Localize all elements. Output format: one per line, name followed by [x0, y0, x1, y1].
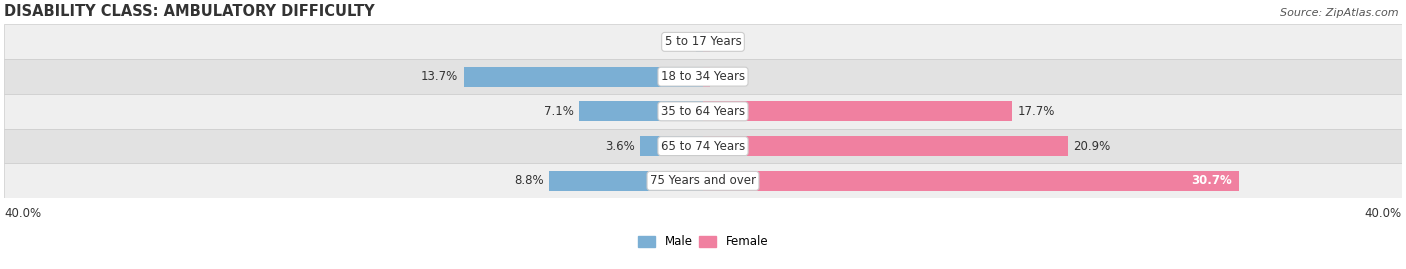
Bar: [703, 136, 1069, 156]
Bar: [703, 32, 710, 52]
Text: 40.0%: 40.0%: [4, 207, 41, 220]
Text: 7.1%: 7.1%: [544, 105, 574, 118]
Bar: [696, 32, 703, 52]
Text: 20.9%: 20.9%: [1073, 140, 1111, 153]
Text: 8.8%: 8.8%: [515, 174, 544, 187]
Bar: [579, 101, 703, 121]
Bar: [550, 171, 703, 191]
Bar: [4, 164, 1402, 198]
Text: 30.7%: 30.7%: [1192, 174, 1233, 187]
Text: 17.7%: 17.7%: [1018, 105, 1054, 118]
Text: 65 to 74 Years: 65 to 74 Years: [661, 140, 745, 153]
Bar: [4, 24, 1402, 59]
Text: 0.0%: 0.0%: [716, 36, 745, 48]
Text: 18 to 34 Years: 18 to 34 Years: [661, 70, 745, 83]
Bar: [640, 136, 703, 156]
Text: 3.6%: 3.6%: [605, 140, 636, 153]
Text: 5 to 17 Years: 5 to 17 Years: [665, 36, 741, 48]
Bar: [703, 66, 710, 87]
Bar: [4, 129, 1402, 164]
Text: 40.0%: 40.0%: [1365, 207, 1402, 220]
Bar: [4, 94, 1402, 129]
Text: 13.7%: 13.7%: [422, 70, 458, 83]
Legend: Male, Female: Male, Female: [633, 231, 773, 253]
Text: DISABILITY CLASS: AMBULATORY DIFFICULTY: DISABILITY CLASS: AMBULATORY DIFFICULTY: [4, 4, 375, 19]
Text: 35 to 64 Years: 35 to 64 Years: [661, 105, 745, 118]
Text: Source: ZipAtlas.com: Source: ZipAtlas.com: [1281, 8, 1399, 18]
Bar: [703, 101, 1012, 121]
Bar: [464, 66, 703, 87]
Bar: [4, 59, 1402, 94]
Bar: [703, 171, 1239, 191]
Text: 75 Years and over: 75 Years and over: [650, 174, 756, 187]
Text: 0.0%: 0.0%: [716, 70, 745, 83]
Text: 0.0%: 0.0%: [661, 36, 690, 48]
